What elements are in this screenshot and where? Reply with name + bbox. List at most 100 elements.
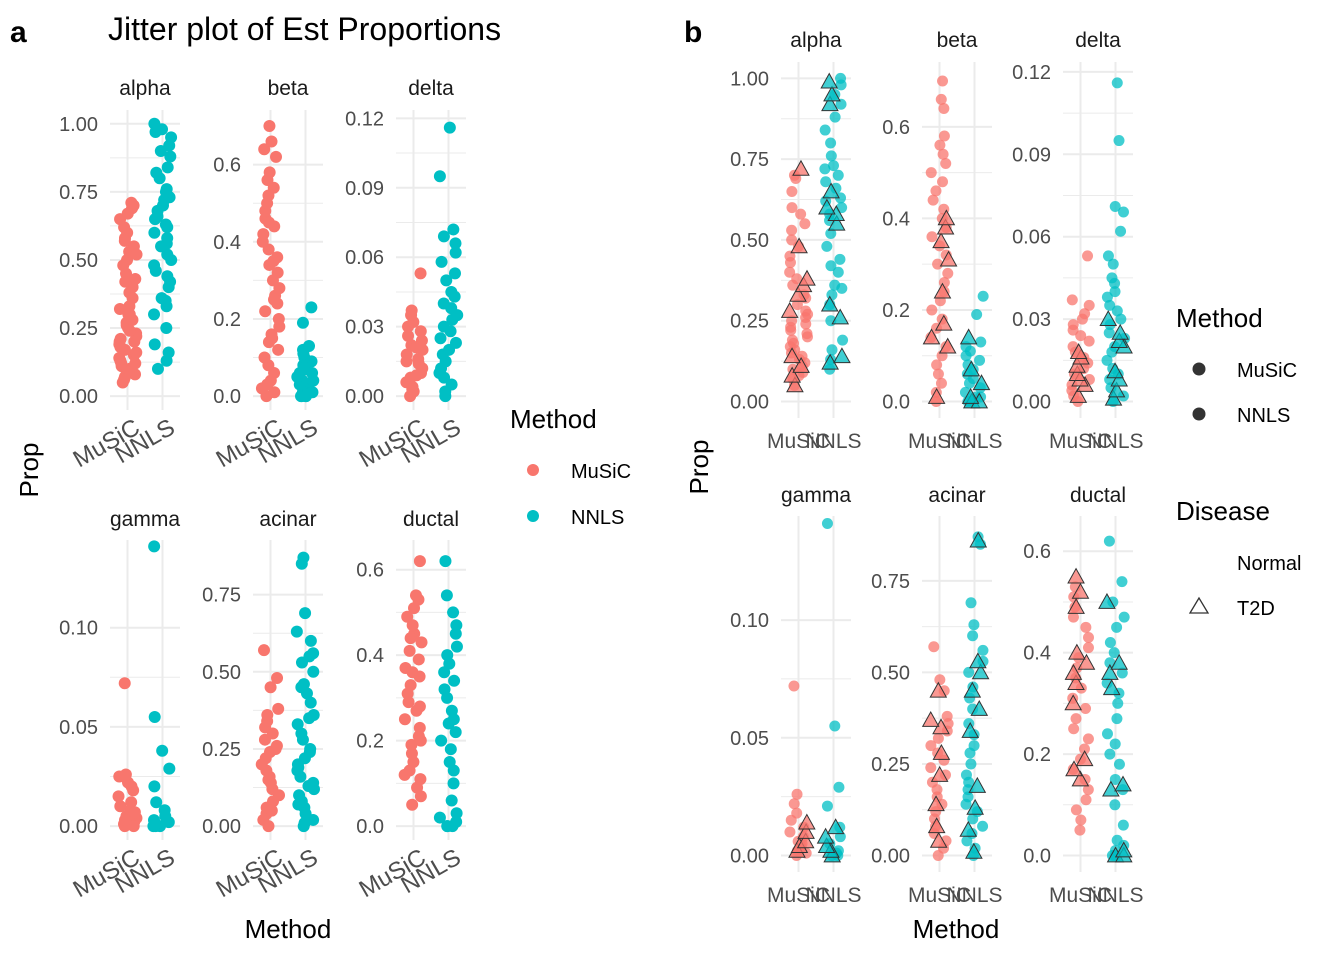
point-music-t2d	[1075, 750, 1094, 767]
panel-a-y-axis-title: Prop	[14, 443, 44, 498]
point-nnls	[968, 619, 980, 631]
point-nnls	[302, 779, 315, 792]
point-nnls	[1111, 77, 1123, 89]
point-music	[937, 176, 949, 188]
point-music	[941, 710, 953, 722]
point-nnls	[832, 266, 844, 278]
point-nnls	[293, 789, 306, 802]
facet-strip-label: beta	[268, 77, 309, 100]
point-music	[123, 324, 136, 337]
point-music-t2d	[1068, 365, 1087, 381]
point-music	[121, 207, 134, 220]
point-music-t2d	[786, 376, 804, 393]
point-music	[928, 641, 940, 653]
x-tick-label: NNLS	[1087, 430, 1143, 453]
point-nnls	[1111, 834, 1123, 846]
point-nnls	[825, 150, 837, 162]
point-nnls	[148, 540, 161, 553]
point-nnls	[296, 316, 309, 329]
point-nnls	[304, 696, 317, 709]
point-nnls	[299, 607, 312, 620]
y-tick-label: 0.4	[356, 645, 384, 667]
point-music	[1082, 733, 1094, 745]
point-music-t2d	[798, 269, 816, 286]
point-music-t2d	[1069, 343, 1088, 359]
point-music-t2d	[1067, 674, 1085, 690]
point-music	[114, 800, 127, 813]
point-music	[791, 807, 803, 819]
point-music	[786, 315, 798, 327]
x-tick-label: MuSiC	[908, 884, 971, 907]
point-music	[1070, 713, 1082, 725]
point-nnls	[1104, 637, 1116, 649]
point-music	[1075, 330, 1087, 342]
point-music	[128, 335, 141, 348]
point-nnls	[305, 301, 318, 314]
point-nnls	[158, 804, 171, 817]
point-nnls	[303, 339, 316, 352]
y-tick-label: 0.2	[356, 731, 384, 753]
point-music	[932, 732, 944, 744]
point-music	[795, 208, 807, 220]
point-nnls	[1109, 286, 1121, 298]
point-music	[406, 383, 419, 396]
y-tick-label: 0.6	[356, 560, 384, 582]
point-music	[1082, 784, 1094, 796]
point-nnls	[292, 761, 305, 774]
point-music	[115, 357, 128, 370]
point-music	[786, 234, 798, 246]
point-nnls	[1111, 305, 1123, 317]
y-tick-label: 0.00	[345, 386, 384, 408]
facet-strip-label: acinar	[928, 484, 985, 507]
point-nnls	[165, 253, 178, 266]
point-nnls	[433, 811, 446, 824]
y-tick-label: 0.00	[202, 816, 241, 838]
point-nnls	[825, 260, 837, 272]
point-music	[787, 337, 799, 349]
point-music	[413, 721, 426, 734]
point-nnls	[1108, 647, 1120, 659]
point-nnls-t2d	[1110, 332, 1129, 348]
point-music	[1067, 611, 1079, 623]
point-nnls	[437, 230, 450, 243]
point-music	[1080, 702, 1092, 714]
point-music	[925, 167, 937, 179]
point-music	[404, 679, 417, 692]
point-nnls	[1118, 611, 1130, 623]
point-music	[1082, 250, 1094, 262]
point-nnls-t2d	[833, 347, 851, 364]
y-tick-label: 0.00	[59, 816, 98, 838]
point-nnls	[825, 137, 837, 149]
point-music-t2d	[1071, 582, 1090, 599]
point-nnls	[965, 597, 977, 609]
point-nnls	[1104, 748, 1116, 760]
point-music	[800, 305, 812, 317]
legend-a-label-music: MuSiC	[571, 461, 631, 483]
point-music	[404, 632, 417, 645]
point-music	[413, 555, 426, 568]
point-music-t2d	[930, 765, 949, 782]
point-nnls	[450, 815, 463, 828]
point-nnls-t2d	[1110, 370, 1129, 387]
point-music	[927, 194, 939, 206]
point-music-t2d	[1064, 694, 1083, 711]
point-music-t2d	[797, 813, 816, 830]
x-tick-label: MuSiC	[767, 884, 830, 907]
point-music	[788, 798, 800, 810]
point-music	[801, 328, 813, 340]
point-music-t2d	[1065, 760, 1083, 777]
y-tick-label: 0.03	[345, 317, 384, 339]
point-music-t2d	[789, 285, 807, 302]
point-nnls	[968, 740, 980, 752]
point-nnls	[148, 710, 161, 723]
point-music	[410, 341, 423, 354]
point-music	[938, 130, 950, 142]
y-tick-label: 0.03	[1012, 309, 1051, 331]
point-music	[272, 312, 285, 325]
y-tick-label: 0.50	[871, 662, 910, 684]
point-music	[1083, 299, 1095, 311]
point-nnls	[306, 386, 319, 399]
